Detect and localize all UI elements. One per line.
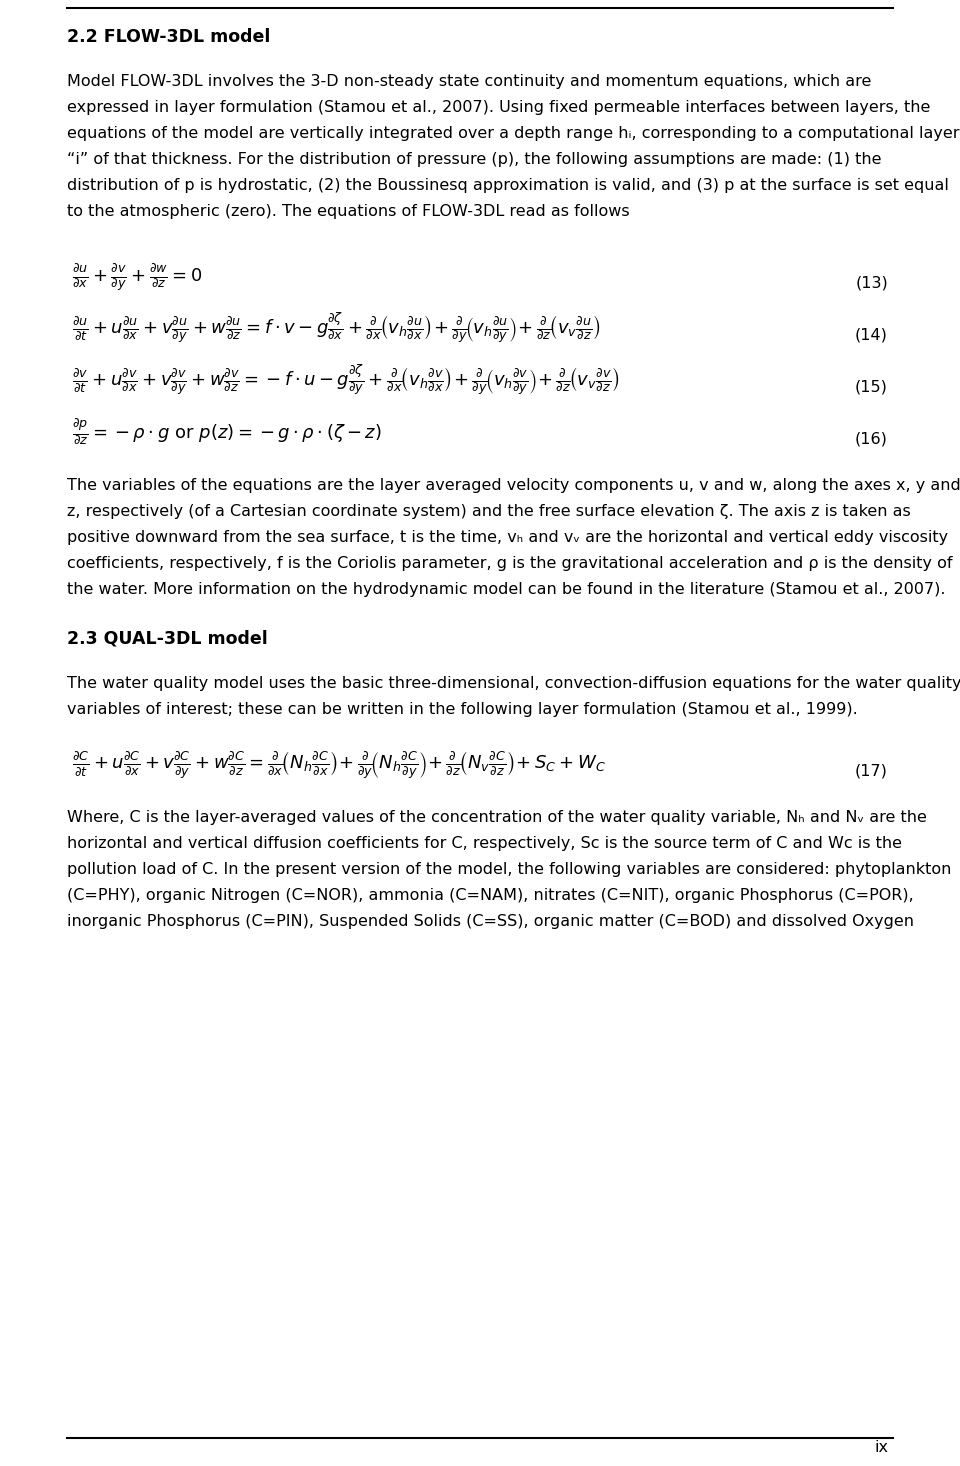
Text: variables of interest; these can be written in the following layer formulation (: variables of interest; these can be writ… bbox=[67, 702, 857, 717]
Text: inorganic Phosphorus (C=PIN), Suspended Solids (C=SS), organic matter (C=BOD) an: inorganic Phosphorus (C=PIN), Suspended … bbox=[67, 913, 914, 929]
Text: $\frac{\partial C}{\partial t}+u\frac{\partial C}{\partial x}+v\frac{\partial C}: $\frac{\partial C}{\partial t}+u\frac{\p… bbox=[72, 751, 606, 781]
Text: 2.3 QUAL-3DL model: 2.3 QUAL-3DL model bbox=[67, 630, 268, 648]
Text: z, respectively (of a Cartesian coordinate system) and the free surface elevatio: z, respectively (of a Cartesian coordina… bbox=[67, 504, 911, 519]
Text: The water quality model uses the basic three-dimensional, convection-diffusion e: The water quality model uses the basic t… bbox=[67, 676, 960, 690]
Text: equations of the model are vertically integrated over a depth range hᵢ, correspo: equations of the model are vertically in… bbox=[67, 126, 959, 141]
Text: $\frac{\partial u}{\partial x}+\frac{\partial v}{\partial y}+\frac{\partial w}{\: $\frac{\partial u}{\partial x}+\frac{\pa… bbox=[72, 262, 203, 295]
Text: (14): (14) bbox=[855, 327, 888, 342]
Text: positive downward from the sea surface, t is the time, vₕ and vᵥ are the horizon: positive downward from the sea surface, … bbox=[67, 531, 948, 545]
Text: (17): (17) bbox=[855, 762, 888, 778]
Text: “i” of that thickness. For the distribution of pressure (p), the following assum: “i” of that thickness. For the distribut… bbox=[67, 152, 881, 167]
Text: $\frac{\partial p}{\partial z}=-\rho\cdot g\ \mathrm{or}\ p(z)=-g\cdot\rho\cdot(: $\frac{\partial p}{\partial z}=-\rho\cdo… bbox=[72, 418, 382, 447]
Text: to the atmospheric (zero). The equations of FLOW-3DL read as follows: to the atmospheric (zero). The equations… bbox=[67, 204, 630, 218]
Text: horizontal and vertical diffusion coefficients for C, respectively, Sᴄ is the so: horizontal and vertical diffusion coeffi… bbox=[67, 836, 902, 850]
Text: pollution load of C. In the present version of the model, the following variable: pollution load of C. In the present vers… bbox=[67, 862, 951, 877]
Text: expressed in layer formulation (Stamou et al., 2007). Using fixed permeable inte: expressed in layer formulation (Stamou e… bbox=[67, 100, 930, 114]
Text: (C=PHY), organic Nitrogen (C=NOR), ammonia (C=NAM), nitrates (C=NIT), organic Ph: (C=PHY), organic Nitrogen (C=NOR), ammon… bbox=[67, 888, 914, 903]
Text: (13): (13) bbox=[855, 276, 888, 290]
Text: 2.2 FLOW-3DL model: 2.2 FLOW-3DL model bbox=[67, 28, 271, 45]
Text: (16): (16) bbox=[855, 431, 888, 446]
Text: Where, C is the layer-averaged values of the concentration of the water quality : Where, C is the layer-averaged values of… bbox=[67, 811, 926, 825]
Text: (15): (15) bbox=[855, 380, 888, 394]
Text: $\frac{\partial v}{\partial t}+u\frac{\partial v}{\partial x}+v\frac{\partial v}: $\frac{\partial v}{\partial t}+u\frac{\p… bbox=[72, 364, 620, 397]
Text: ix: ix bbox=[874, 1440, 888, 1454]
Text: $\frac{\partial u}{\partial t}+u\frac{\partial u}{\partial x}+v\frac{\partial u}: $\frac{\partial u}{\partial t}+u\frac{\p… bbox=[72, 311, 601, 346]
Text: The variables of the equations are the layer averaged velocity components u, v a: The variables of the equations are the l… bbox=[67, 478, 960, 493]
Text: distribution of p is hydrostatic, (2) the Boussinesq approximation is valid, and: distribution of p is hydrostatic, (2) th… bbox=[67, 177, 948, 194]
Text: coefficients, respectively, f is the Coriolis parameter, g is the gravitational : coefficients, respectively, f is the Cor… bbox=[67, 556, 952, 570]
Text: the water. More information on the hydrodynamic model can be found in the litera: the water. More information on the hydro… bbox=[67, 582, 946, 597]
Text: Model FLOW-3DL involves the 3-D non-steady state continuity and momentum equatio: Model FLOW-3DL involves the 3-D non-stea… bbox=[67, 73, 872, 89]
